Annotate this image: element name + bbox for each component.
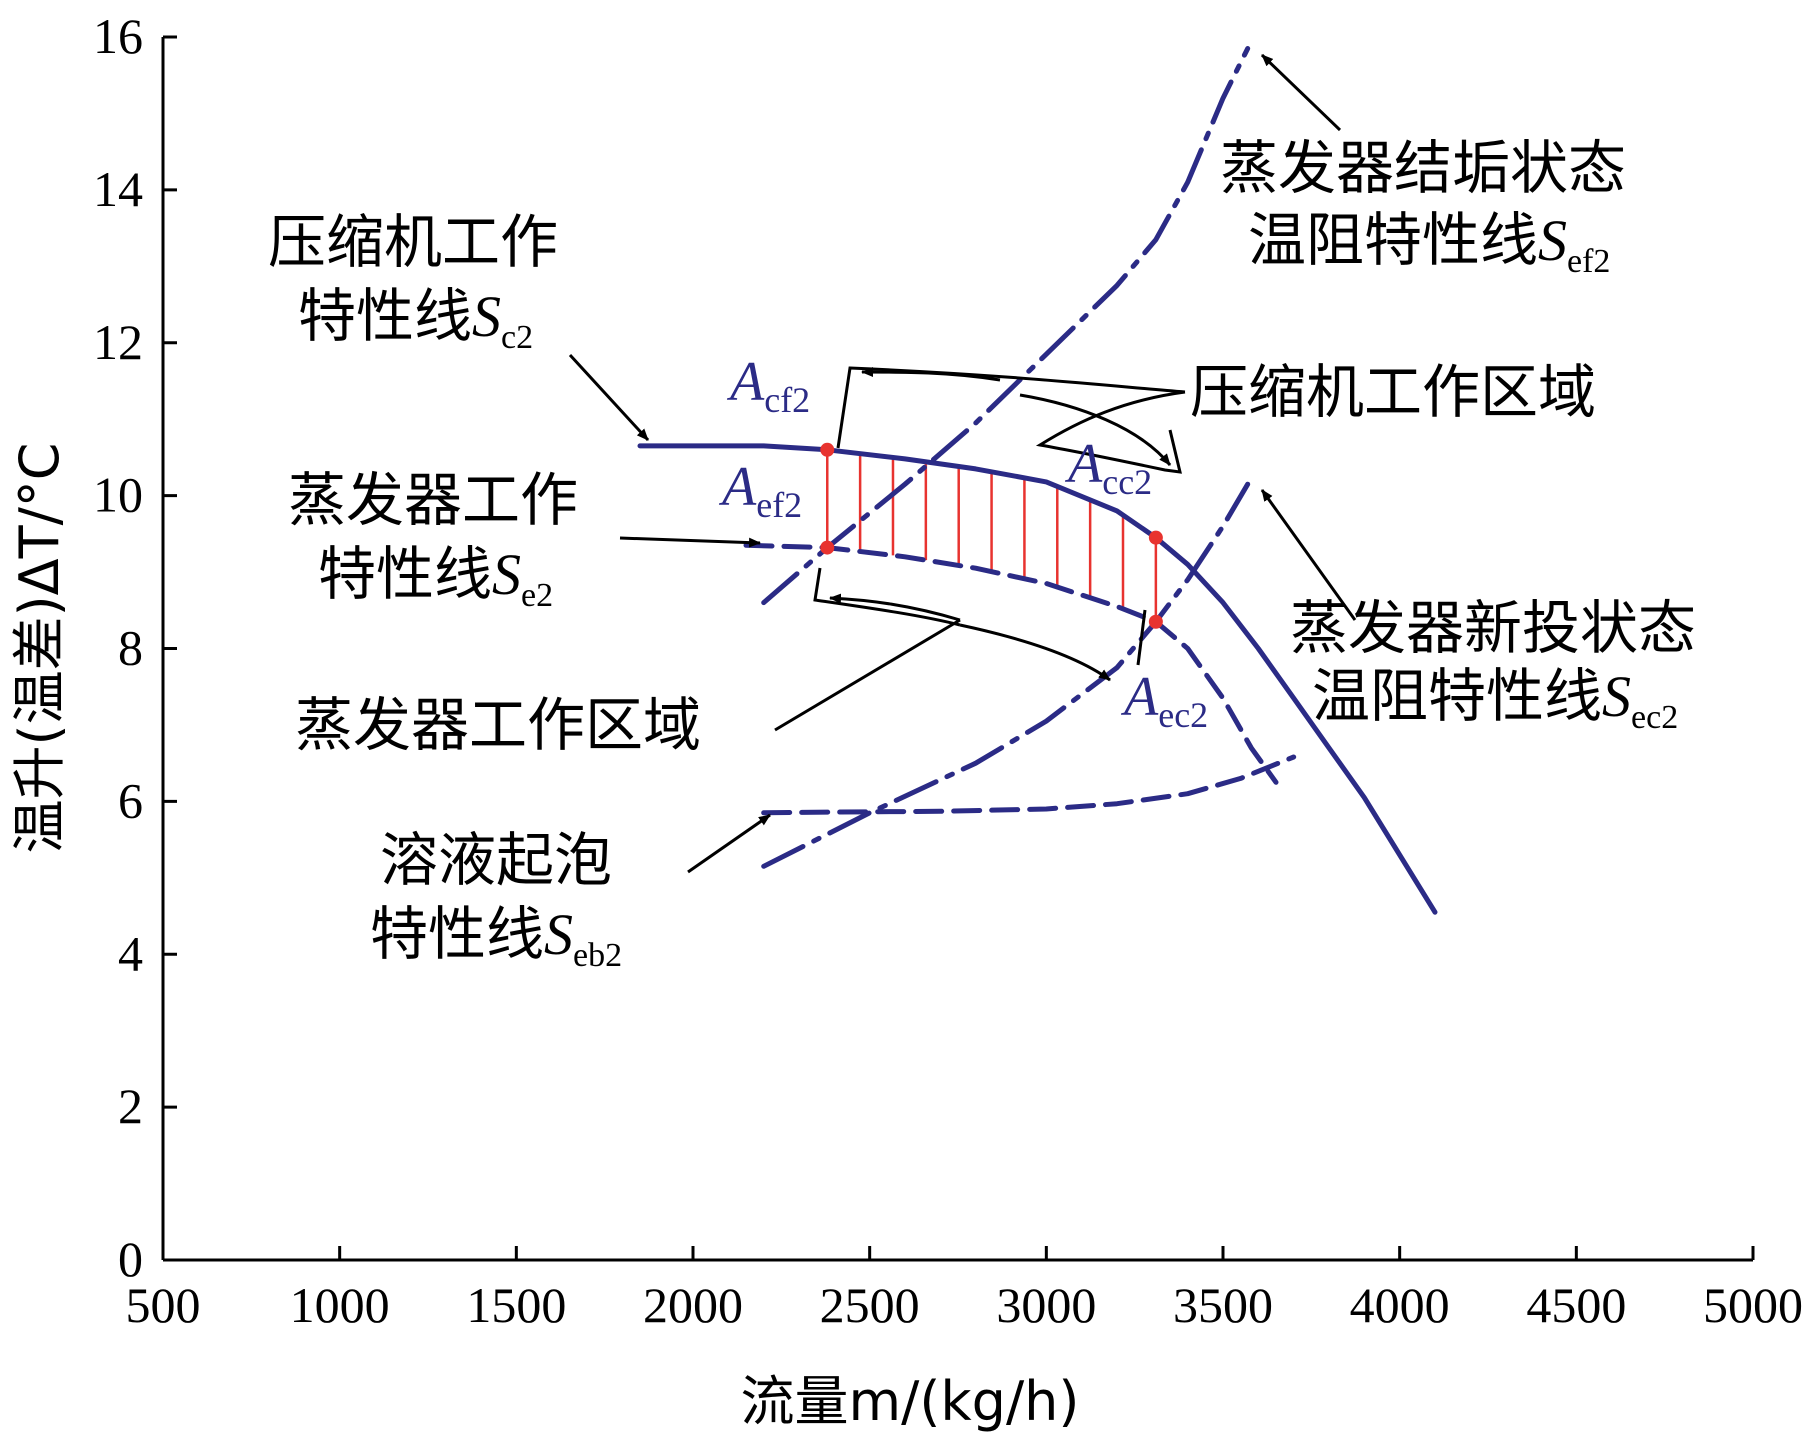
y-tick-label: 10: [93, 467, 143, 523]
x-tick-label: 2500: [820, 1277, 920, 1333]
sc2-leader: [568, 353, 650, 442]
x-tick-label: 1000: [290, 1277, 390, 1333]
series-seb2: [761, 754, 1297, 816]
x-tick-label: 1500: [466, 1277, 566, 1333]
series-sec2: [761, 481, 1251, 869]
aec2-subscript: ec2: [1158, 695, 1208, 735]
sc2-label-line1: 压缩机工作: [268, 208, 558, 276]
sec2-subscript: ec2: [1631, 699, 1678, 736]
ticks: [161, 35, 1755, 1262]
seb2-subscript: eb2: [573, 937, 622, 974]
sc2-label-text: 特性线: [298, 282, 472, 350]
se2-label-line1: 蒸发器工作: [288, 466, 578, 534]
y-tick-label: 2: [118, 1078, 143, 1134]
tick-labels: 500 1000 1500 2000 2500 3000 3500 4000 4500 5000 0…: [93, 8, 1803, 1333]
y-tick-label: 16: [93, 8, 143, 64]
acf2-symbol: A: [726, 351, 765, 413]
work-point-acf2: [820, 442, 835, 457]
annotations: 压缩机工作 特性线Sc2 蒸发器工作 特性线Se2 蒸发器结垢状态 温阻特性线S…: [268, 134, 1696, 974]
series-se2: [743, 542, 1279, 785]
sc2-symbol: S: [472, 284, 501, 349]
seb2-leader: [687, 813, 771, 874]
aef2-symbol: A: [718, 456, 757, 518]
sec2-label-line2: 温阻特性线Sec2: [1312, 662, 1678, 736]
seb2-symbol: S: [544, 902, 573, 967]
se2-leader: [619, 536, 761, 548]
acc2-label: Acc2: [1064, 433, 1152, 502]
series-layer: [637, 46, 1438, 915]
acc2-symbol: A: [1064, 433, 1103, 495]
sef2-label-text: 温阻特性线: [1248, 206, 1538, 274]
evap-region-leader: [774, 618, 961, 732]
x-tick-label: 4000: [1350, 1277, 1450, 1333]
comp-region-arrow-right: [1019, 393, 1172, 466]
sef2-subscript: ef2: [1567, 243, 1610, 280]
acc2-subscript: cc2: [1102, 462, 1152, 502]
y-axis-label: 温升(温差)ΔT/°C: [8, 443, 71, 854]
aef2-label: Aef2: [718, 456, 802, 525]
sef2-label-line1: 蒸发器结垢状态: [1220, 134, 1626, 202]
y-tick-label: 4: [118, 925, 143, 981]
sc2-subscript: c2: [501, 319, 533, 356]
seb2-label-line2: 特性线Seb2: [370, 900, 622, 974]
points-layer: [820, 442, 1163, 629]
acf2-subscript: cf2: [764, 380, 810, 420]
se2-label-line2: 特性线Se2: [318, 540, 553, 614]
evap-region-label: 蒸发器工作区域: [295, 691, 701, 759]
comp-region-label: 压缩机工作区域: [1190, 358, 1596, 426]
x-tick-label: 2000: [643, 1277, 743, 1333]
aec2-symbol: A: [1120, 666, 1159, 728]
y-tick-label: 0: [118, 1231, 143, 1287]
seb2-label-text: 特性线: [370, 900, 544, 968]
aec2-label: Aec2: [1120, 666, 1208, 735]
leaders: [568, 53, 1357, 874]
se2-label-text: 特性线: [318, 540, 492, 608]
x-tick-label: 4500: [1526, 1277, 1626, 1333]
se2-subscript: e2: [521, 577, 553, 614]
x-tick-label: 3500: [1173, 1277, 1273, 1333]
work-point-aef2: [820, 540, 835, 555]
series-sef2: [761, 46, 1251, 606]
aef2-subscript: ef2: [756, 485, 802, 525]
sef2-leader: [1260, 53, 1342, 132]
x-axis-label-text: 流量m/(kg/h): [741, 1370, 1080, 1433]
se2-symbol: S: [492, 542, 521, 607]
work-point-aec2: [1148, 614, 1163, 629]
sec2-leader: [1260, 489, 1357, 621]
region-lines: [826, 449, 1158, 622]
evap-region-stub: [1136, 609, 1147, 666]
sc2-label-line2: 特性线Sc2: [298, 282, 533, 356]
sec2-label-line1: 蒸发器新投状态: [1290, 594, 1696, 662]
y-tick-label: 8: [118, 620, 143, 676]
comp-region-arrow-left: [861, 367, 1001, 382]
acf2-label: Acf2: [726, 351, 810, 420]
y-tick-label: 12: [93, 314, 143, 370]
y-tick-label: 6: [118, 772, 143, 828]
x-tick-label: 3000: [996, 1277, 1096, 1333]
sec2-symbol: S: [1602, 664, 1631, 729]
evap-region-arrow-left: [829, 593, 961, 622]
sef2-symbol: S: [1538, 208, 1567, 273]
evap-region-arrow-right: [959, 623, 1111, 682]
y-tick-label: 14: [93, 161, 143, 217]
sef2-label-line2: 温阻特性线Sef2: [1248, 206, 1610, 280]
x-tick-label: 500: [126, 1277, 201, 1333]
x-tick-label: 5000: [1703, 1277, 1803, 1333]
work-point-acc2: [1148, 530, 1163, 545]
x-axis-label: 流量m/(kg/h): [741, 1370, 1080, 1433]
y-axis-label-text: 温升(温差)ΔT/°C: [8, 443, 71, 854]
evap-region-bracket: [813, 567, 961, 627]
sec2-label-text: 温阻特性线: [1312, 662, 1602, 730]
comp-region-bracket: [836, 366, 1186, 474]
seb2-label-line1: 溶液起泡: [380, 826, 612, 894]
